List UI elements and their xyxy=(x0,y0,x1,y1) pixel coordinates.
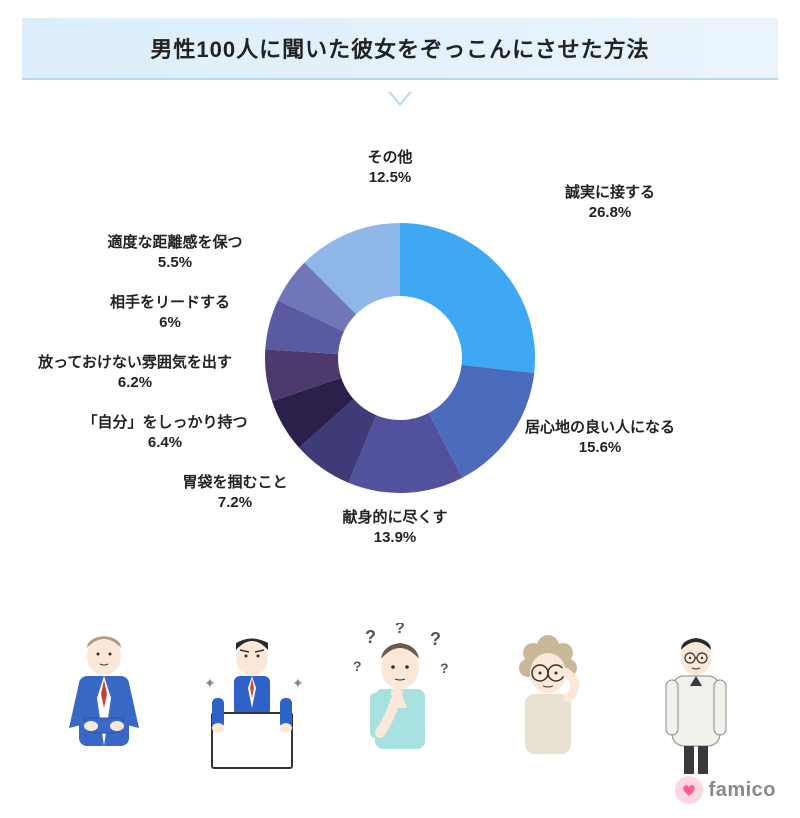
slice-label: 胃袋を掴むこと 7.2% xyxy=(182,473,287,514)
slice-label-text: その他 xyxy=(367,149,412,166)
slice-label-text: 「自分」をしっかり持つ xyxy=(82,414,247,431)
svg-text:?: ? xyxy=(430,629,441,649)
slice-label: 相手をリードする 6% xyxy=(110,293,230,334)
donut-chart: 誠実に接する 26.8% 居心地の良い人になる 15.6% 献身的に尽くす 13.9% 胃袋… xyxy=(0,128,800,588)
svg-text:?: ? xyxy=(395,623,405,637)
slice-label-pct: 6% xyxy=(110,313,230,333)
person-illustration-2: ✦ ✦ xyxy=(178,628,326,778)
donut-svg xyxy=(260,218,540,498)
slice-label-pct: 12.5% xyxy=(367,168,412,188)
slice-label-pct: 26.8% xyxy=(565,203,655,223)
slice-label-pct: 6.4% xyxy=(82,433,247,453)
slice-label-text: 放っておけない雰囲気を出す xyxy=(38,354,232,371)
logo-text: famico xyxy=(709,779,776,802)
title-banner: 男性100人に聞いた彼女をぞっこんにさせた方法 xyxy=(22,18,778,78)
person-illustration-1 xyxy=(30,628,178,778)
page-title: 男性100人に聞いた彼女をぞっこんにさせた方法 xyxy=(22,32,778,64)
slice-label-pct: 15.6% xyxy=(525,438,675,458)
banner-pointer-fill xyxy=(390,91,410,103)
slice-label-text: 居心地の良い人になる xyxy=(525,419,675,436)
svg-text:✦: ✦ xyxy=(204,675,216,691)
slice-label-pct: 5.5% xyxy=(107,253,242,273)
slice-label: 居心地の良い人になる 15.6% xyxy=(525,418,675,459)
donut-slice xyxy=(400,223,535,373)
slice-label-text: 相手をリードする xyxy=(110,294,230,311)
slice-label: その他 12.5% xyxy=(367,148,412,189)
person-illustration-3: ? ? ? ? ? xyxy=(326,623,474,778)
slice-label: 献身的に尽くす 13.9% xyxy=(342,508,447,549)
svg-text:?: ? xyxy=(365,627,376,647)
slice-label-pct: 7.2% xyxy=(182,493,287,513)
slice-label: 誠実に接する 26.8% xyxy=(565,183,655,224)
slice-label-text: 適度な距離感を保つ xyxy=(107,234,242,251)
svg-text:?: ? xyxy=(353,658,362,674)
banner-underline xyxy=(22,78,778,80)
svg-text:?: ? xyxy=(440,660,449,676)
people-illustration-row: ✦ ✦ ? ? ? ? ? xyxy=(0,618,800,778)
person-illustration-4 xyxy=(474,628,622,778)
slice-label: 「自分」をしっかり持つ 6.4% xyxy=(82,413,247,454)
svg-text:✦: ✦ xyxy=(292,675,304,691)
slice-label-text: 献身的に尽くす xyxy=(342,509,447,526)
person-illustration-5 xyxy=(622,628,770,778)
slice-label-pct: 13.9% xyxy=(342,528,447,548)
slice-label-pct: 6.2% xyxy=(38,373,232,393)
slice-label: 適度な距離感を保つ 5.5% xyxy=(107,233,242,274)
slice-label-text: 誠実に接する xyxy=(565,184,655,201)
slice-label: 放っておけない雰囲気を出す 6.2% xyxy=(38,353,232,394)
slice-label-text: 胃袋を掴むこと xyxy=(182,474,287,491)
